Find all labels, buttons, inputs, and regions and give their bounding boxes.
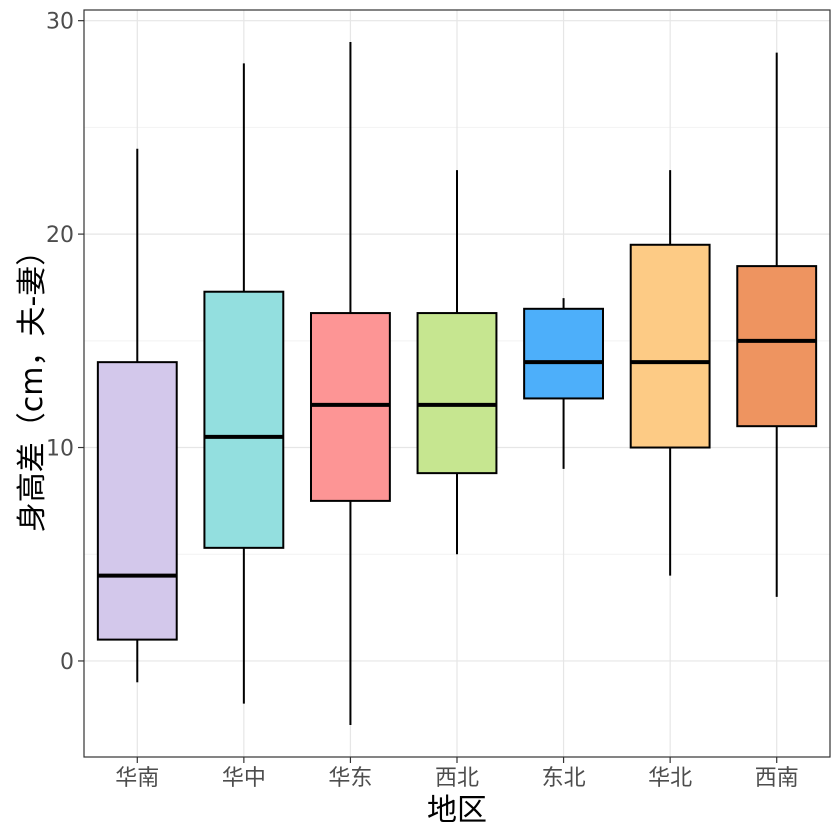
x-tick-label: 华北 — [648, 766, 692, 791]
x-tick-label: 华南 — [115, 766, 159, 791]
x-tick-label: 西北 — [435, 766, 479, 791]
box-iqr — [629, 243, 711, 449]
y-axis: 0 10 20 30 — [46, 10, 84, 675]
y-tick-label: 30 — [46, 10, 74, 35]
x-tick-label: 华东 — [328, 766, 372, 791]
box-4 — [416, 170, 498, 555]
y-tick-label: 0 — [60, 650, 74, 675]
y-tick-label: 10 — [46, 437, 74, 462]
x-tick-label: 华中 — [222, 766, 266, 791]
box-series — [96, 42, 818, 725]
box-1 — [96, 148, 178, 683]
box-iqr — [523, 307, 605, 400]
box-iqr — [203, 290, 285, 549]
y-tick-label: 20 — [46, 223, 74, 248]
box-iqr — [309, 312, 391, 502]
x-tick-label: 东北 — [542, 766, 586, 791]
box-iqr — [416, 312, 498, 475]
box-iqr — [736, 265, 818, 428]
box-5 — [523, 298, 605, 469]
box-6 — [629, 170, 711, 576]
box-iqr — [96, 361, 178, 641]
box-3 — [309, 42, 391, 725]
y-axis-title: 身高差（cm，夫-妻） — [15, 236, 50, 533]
box-7 — [736, 52, 818, 597]
box-2 — [203, 63, 285, 704]
x-axis-title: 地区 — [427, 793, 487, 828]
x-axis: 华南 华中 华东 西北 东北 华北 西南 — [115, 757, 799, 791]
x-tick-label: 西南 — [755, 766, 799, 791]
